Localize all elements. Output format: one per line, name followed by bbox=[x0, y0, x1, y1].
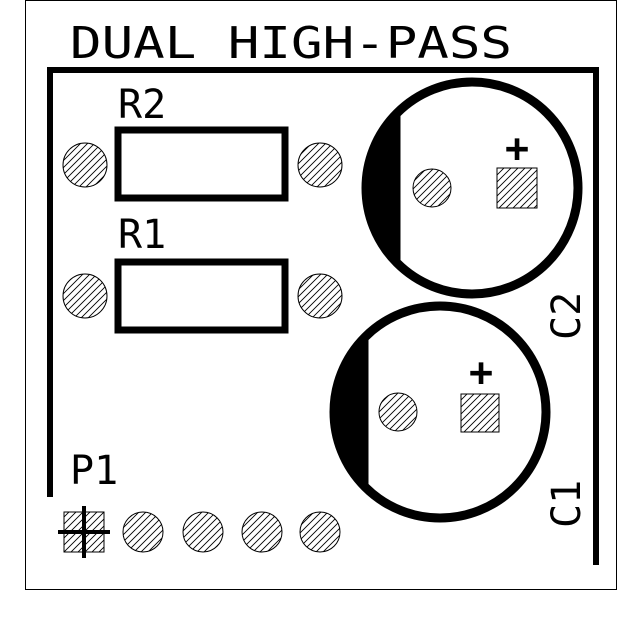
r2-pad-right bbox=[297, 142, 343, 188]
c2-body bbox=[361, 77, 583, 299]
c1-plus-sign: + bbox=[469, 350, 493, 396]
c1-body bbox=[329, 301, 551, 523]
p1-pin-3 bbox=[182, 511, 224, 553]
c2-label: C2 bbox=[544, 292, 590, 340]
p1-pin-4 bbox=[241, 511, 283, 553]
r2-label: R2 bbox=[118, 82, 166, 128]
p1-label: P1 bbox=[70, 448, 118, 494]
c2-polarity-band bbox=[366, 110, 401, 266]
silkscreen-frame bbox=[47, 67, 599, 565]
c1-label: C1 bbox=[544, 480, 590, 528]
p1-pin-5 bbox=[299, 511, 341, 553]
capacitor-c2: + C2 bbox=[361, 77, 590, 340]
r1-pad-right bbox=[297, 273, 343, 319]
resistor-r2: R2 bbox=[62, 82, 343, 202]
r1-pad-left bbox=[62, 273, 108, 319]
r1-label: R1 bbox=[118, 212, 166, 258]
p1-pin-2 bbox=[122, 511, 164, 553]
header-p1: P1 bbox=[58, 448, 341, 558]
r2-body bbox=[114, 126, 289, 202]
capacitor-c1: + C1 bbox=[329, 301, 590, 528]
c2-pad-positive bbox=[496, 167, 538, 209]
r2-pad-left bbox=[62, 142, 108, 188]
c1-pad-negative bbox=[378, 392, 418, 432]
board-title: DUAL HIGH-PASS bbox=[70, 18, 512, 69]
c2-pad-negative bbox=[412, 168, 452, 208]
c1-pad-positive bbox=[460, 393, 500, 433]
r1-body bbox=[114, 258, 289, 334]
resistor-r1: R1 bbox=[62, 212, 343, 334]
c1-polarity-band bbox=[334, 334, 369, 490]
c2-plus-sign: + bbox=[505, 126, 529, 172]
